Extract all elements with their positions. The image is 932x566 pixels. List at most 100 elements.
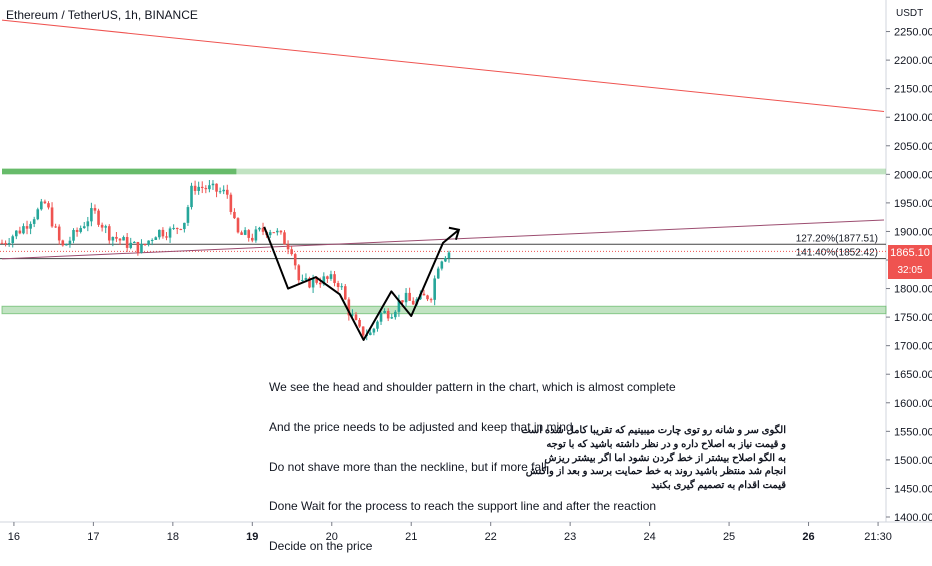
candle-body	[422, 293, 426, 296]
candle-body	[107, 226, 111, 241]
y-tick-label: 1750.00	[894, 312, 932, 324]
x-tick-label: 20	[326, 531, 338, 543]
y-tick-label: 1400.00	[894, 512, 932, 524]
candle-body	[190, 185, 193, 208]
candle-body	[193, 185, 197, 191]
candle-body	[401, 300, 404, 303]
candle-body	[18, 230, 22, 234]
candle-body	[222, 189, 225, 192]
candle-body	[43, 201, 47, 204]
candle-body	[361, 326, 365, 336]
candle-body	[86, 221, 90, 227]
fib-level-label: 127.20%(1877.51)	[796, 233, 878, 244]
candle-body	[379, 313, 383, 322]
red-trendline	[1, 19, 885, 113]
candle-body	[90, 208, 93, 222]
resistance-zone	[2, 168, 237, 175]
candle-body	[447, 252, 451, 259]
candle-countdown: 32:05	[888, 262, 932, 279]
candle-body	[11, 236, 15, 244]
candle-body	[115, 236, 118, 239]
candle-body	[411, 300, 415, 305]
candle-body	[372, 328, 376, 333]
candle-body	[376, 321, 379, 329]
candle-body	[75, 230, 79, 232]
y-tick-label: 2100.00	[894, 112, 932, 124]
candle-body	[283, 232, 286, 245]
candle-body	[143, 243, 147, 245]
english-note-line: Do not shave more than the neckline, but…	[269, 459, 547, 474]
candle-body	[215, 183, 218, 192]
persian-note-line: الگوی سر و شانه رو توی چارت میبینیم که ت…	[521, 425, 786, 436]
candle-body	[68, 240, 72, 245]
y-tick-label: 2050.00	[894, 141, 932, 153]
candle-body	[229, 194, 233, 212]
candle-body	[233, 211, 236, 219]
candle-body	[79, 228, 82, 232]
x-tick-label: 16	[8, 531, 20, 543]
candle-body	[40, 201, 43, 210]
fib-level-label: 141.40%(1852.42)	[796, 248, 878, 259]
candle-body	[390, 317, 394, 319]
candle-body	[351, 314, 354, 316]
y-tick-label: 1550.00	[894, 426, 932, 438]
candle-body	[279, 230, 283, 233]
price-chart[interactable]: 127.20%(1877.51) 141.40%(1852.42) 2250.00 2…	[0, 0, 932, 550]
candle-body	[133, 241, 136, 243]
candle-body	[247, 230, 251, 238]
candle-body	[251, 237, 254, 241]
y-tick-label: 1600.00	[894, 398, 932, 410]
candle-body	[322, 276, 326, 285]
x-tick-label: 22	[485, 531, 497, 543]
candle-body	[311, 278, 315, 288]
candle-body	[354, 314, 358, 320]
y-tick-label: 1700.00	[894, 341, 932, 353]
english-note-line: Done Wait for the process to reach the s…	[269, 499, 657, 514]
candle-body	[161, 229, 165, 237]
english-note-line: Decide on the price	[269, 538, 373, 553]
candle-body	[122, 237, 125, 241]
candle-body	[4, 242, 7, 244]
y-tick-label: 1900.00	[894, 226, 932, 238]
candle-body	[236, 218, 240, 233]
candle-body	[111, 236, 115, 241]
candle-body	[436, 268, 440, 279]
persian-note-line: و قیمت نیاز به اصلاح داره و در نظر داشته…	[546, 438, 786, 450]
candle-body	[186, 207, 190, 223]
candle-body	[36, 209, 40, 220]
candle-body	[29, 223, 32, 229]
y-tick-label: 1450.00	[894, 483, 932, 495]
candle-body	[254, 229, 258, 241]
candle-body	[343, 286, 347, 300]
x-tick-label: 24	[643, 531, 655, 543]
candle-body	[347, 299, 351, 316]
english-note-line: And the price needs to be adjusted and k…	[269, 420, 573, 435]
candle-body	[386, 310, 390, 319]
candle-body	[172, 227, 175, 229]
candle-body	[218, 191, 222, 193]
candle-body	[125, 237, 129, 248]
axis-unit-label: USDT	[896, 8, 924, 19]
candle-body	[340, 286, 343, 288]
candle-body	[150, 239, 154, 241]
candle-body	[136, 241, 140, 253]
y-tick-label: 2200.00	[894, 55, 932, 67]
candle-body	[0, 242, 4, 244]
candle-body	[82, 226, 86, 229]
candle-body	[118, 238, 122, 241]
candle-body	[93, 208, 97, 211]
candle-body	[290, 249, 293, 255]
candle-body	[333, 274, 336, 284]
y-tick-label: 2150.00	[894, 84, 932, 96]
candle-body	[147, 240, 150, 245]
candle-body	[336, 283, 340, 287]
candle-body	[408, 292, 411, 301]
candle-body	[426, 295, 429, 300]
candle-body	[154, 237, 158, 240]
candle-body	[7, 243, 11, 245]
candle-body	[404, 292, 408, 303]
current-price-tag: 1865.10	[888, 245, 932, 262]
candle-body	[304, 277, 308, 280]
support-zone	[1, 305, 887, 315]
candle-body	[329, 274, 333, 279]
